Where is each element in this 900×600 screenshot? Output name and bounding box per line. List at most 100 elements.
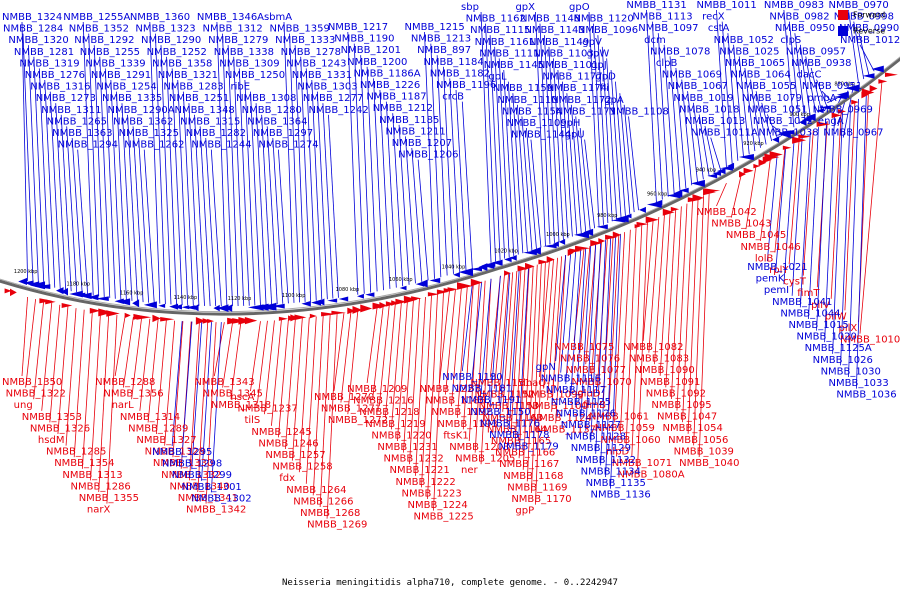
leader-line xyxy=(182,91,194,306)
leader-line xyxy=(514,268,526,447)
kbp-tick-label: 1100 kbp xyxy=(282,293,306,299)
forward-gene-feature xyxy=(124,312,131,319)
leader-line xyxy=(474,280,486,453)
reverse-gene-feature xyxy=(247,304,264,311)
reverse-gene-feature xyxy=(399,285,407,291)
gene-label: NMBB_1207 xyxy=(392,138,452,149)
reverse-gene-feature xyxy=(491,259,503,266)
reverse-gene-feature xyxy=(95,296,109,301)
legend-forward-label: Forward xyxy=(853,10,886,20)
reverse-gene-feature xyxy=(61,287,68,296)
leader-line xyxy=(33,56,45,286)
gene-label: NMBB_0998 xyxy=(834,12,894,23)
reverse-gene-feature xyxy=(738,153,754,161)
leader-line xyxy=(49,91,61,289)
leader-line xyxy=(575,116,587,232)
gene-label: NMBB_1242 xyxy=(308,105,368,116)
leader-line xyxy=(372,306,384,395)
leader-line xyxy=(233,56,245,306)
gene-label: NMBB_1136 xyxy=(591,490,651,501)
forward-gene-feature xyxy=(758,159,767,167)
gene-label: NMBB_1096 xyxy=(578,25,638,36)
leader-line xyxy=(272,137,284,304)
leader-line xyxy=(216,21,228,307)
gene-label: NMBB_1353 xyxy=(22,412,82,423)
leader-line xyxy=(227,45,239,307)
leader-line xyxy=(257,320,268,403)
gene-label: crcB xyxy=(442,92,464,103)
reverse-gene-feature xyxy=(504,256,512,263)
leader-line xyxy=(22,33,34,283)
reverse-gene-feature xyxy=(558,238,566,245)
gene-label: NMBB_1286 xyxy=(71,481,131,492)
leader-line xyxy=(605,235,616,478)
reverse-gene-feature xyxy=(543,243,557,249)
gene-label: NMBB_1165 xyxy=(491,436,551,447)
leader-line xyxy=(326,313,338,519)
gene-label: NMBB_1092 xyxy=(646,388,706,399)
forward-gene-feature xyxy=(45,299,56,305)
leader-line xyxy=(761,102,773,142)
gene-label: NMBB_1288 xyxy=(95,377,155,388)
leader-line xyxy=(610,69,622,218)
leader-line xyxy=(579,127,591,230)
gene-label: NMBB_1101 xyxy=(538,60,598,71)
forward-gene-feature xyxy=(634,224,641,229)
leader-line xyxy=(28,45,39,284)
leader-line xyxy=(147,319,159,423)
gene-label: NMBB_1132 xyxy=(576,455,636,466)
forward-gene-feature xyxy=(447,287,459,292)
leader-line xyxy=(21,296,28,377)
gene-label: hsdM xyxy=(38,435,65,446)
gene-label: NMBB_1209 xyxy=(347,384,407,395)
gene-labels: NMBB_1324NMBB_1284NMBB_1320NMBB_1281NMBB… xyxy=(2,0,900,531)
forward-gene-feature xyxy=(436,289,449,295)
leader-line xyxy=(98,313,110,493)
leader-line xyxy=(555,254,567,424)
leader-line xyxy=(421,295,432,488)
leader-line xyxy=(244,79,256,306)
gene-label: NMBB_1116 xyxy=(541,374,601,385)
gene-label: NMBB_1103 xyxy=(533,48,593,59)
gene-label: gpV xyxy=(582,37,602,48)
leader-line xyxy=(687,91,698,183)
gene-label: NMBB_1039 xyxy=(674,446,734,457)
gene-label: NMBB_1110 xyxy=(497,95,557,106)
gene-label: NMBB_1095 xyxy=(651,400,711,411)
gene-label: NMBB_1126 xyxy=(556,408,616,419)
leader-line xyxy=(570,249,582,396)
gene-label: NMBB_1193 xyxy=(437,419,497,430)
leader-line xyxy=(670,206,682,400)
kbp-tick-label: 1120 kbp xyxy=(228,296,252,302)
gene-label: NMBB_1071 xyxy=(612,458,672,469)
gene-label: NMBB_1206 xyxy=(398,150,458,161)
gene-label: NMBB_1171 xyxy=(556,106,616,117)
leader-line xyxy=(443,66,454,274)
gene-label: NMBB_1040 xyxy=(679,458,739,469)
gene-label: NMBB_1270 xyxy=(314,392,374,403)
leader-line xyxy=(772,125,784,135)
gene-label: NMBB_1036 xyxy=(836,390,896,401)
gene-label: NMBB_1025 xyxy=(719,46,779,57)
leader-line xyxy=(646,9,657,203)
gene-label: NMBB_1276 xyxy=(25,70,85,81)
gene-label: NMBB_1059 xyxy=(595,423,655,434)
leader-line xyxy=(131,317,142,400)
gene-label: gpA xyxy=(604,95,624,106)
leader-line xyxy=(222,322,234,388)
gene-label: NMBB_1295 xyxy=(152,447,212,458)
gene-label: NMBB_1292 xyxy=(74,35,134,46)
gene-label: NMBB_0950 xyxy=(775,23,835,34)
reverse-gene-feature xyxy=(173,304,183,310)
leader-line xyxy=(114,315,126,377)
gene-label: NMBB_1345 xyxy=(203,389,263,400)
leader-line xyxy=(121,103,133,301)
leader-line xyxy=(584,139,596,229)
leader-line xyxy=(328,114,339,298)
forward-gene-feature xyxy=(743,167,754,174)
kbp-tick-label: 1040 kbp xyxy=(442,264,466,270)
gene-label: NMBB_1321 xyxy=(158,70,218,81)
gene-label: NMBB_1144 xyxy=(511,130,571,141)
gene-label: NMBB_1100 xyxy=(528,401,588,412)
gene-label: NMBB_1205 xyxy=(455,454,515,465)
